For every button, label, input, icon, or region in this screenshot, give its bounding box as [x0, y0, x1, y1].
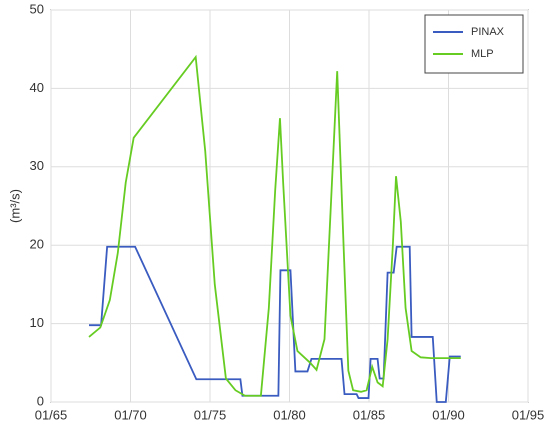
y-tick-label: 30: [30, 158, 44, 173]
y-tick-label: 50: [30, 1, 44, 16]
y-tick-label: 40: [30, 80, 44, 95]
x-tick-label: 01/90: [432, 407, 465, 422]
x-tick-label: 01/75: [194, 407, 227, 422]
y-tick-label: 0: [37, 393, 44, 408]
y-tick-label: 20: [30, 237, 44, 252]
y-axis-label: (m³/s): [7, 189, 22, 223]
series-line: [89, 245, 461, 403]
legend-box: [424, 14, 524, 74]
y-tick-label: 10: [30, 315, 44, 330]
x-tick-label: 01/65: [35, 407, 68, 422]
legend-label: MLP: [471, 48, 494, 60]
x-tick-label: 01/70: [114, 407, 147, 422]
x-tick-label: 01/80: [273, 407, 306, 422]
x-tick-label: 01/85: [353, 407, 386, 422]
series-line: [88, 54, 461, 397]
legend-label: PINAX: [471, 26, 505, 38]
x-tick-label: 01/95: [512, 407, 545, 422]
